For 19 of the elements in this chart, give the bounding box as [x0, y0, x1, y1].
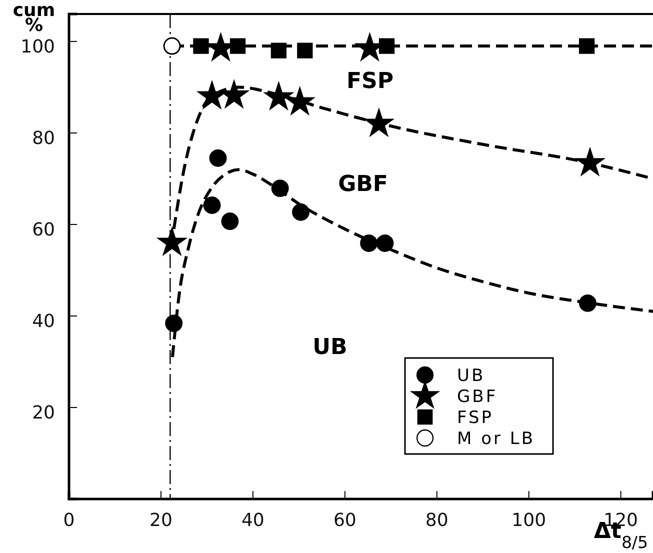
- x-tick-label: 60: [333, 510, 356, 531]
- y-tick-label: 60: [32, 219, 55, 240]
- legend-label: FSP: [457, 408, 494, 428]
- legend-label: GBF: [457, 387, 498, 407]
- x-tick-label: 0: [63, 510, 75, 531]
- x-tick-label: 40: [241, 510, 264, 531]
- annotation: UB: [312, 335, 348, 360]
- annotation: FSP: [346, 69, 394, 94]
- y-tick-label: 80: [32, 128, 55, 149]
- y-tick-label: 100: [20, 36, 55, 58]
- y-tick-label: 20: [32, 402, 55, 424]
- y-axis-title: cum %: [12, 0, 56, 36]
- legend-label: UB: [457, 366, 486, 386]
- legend-label: M or LB: [457, 429, 535, 449]
- x-tick-label: 80: [425, 510, 448, 531]
- annotation: GBF: [338, 172, 388, 197]
- y-tick-label: 40: [32, 310, 55, 332]
- x-tick-label: 100: [512, 510, 546, 531]
- x-tick-label: 20: [150, 510, 172, 531]
